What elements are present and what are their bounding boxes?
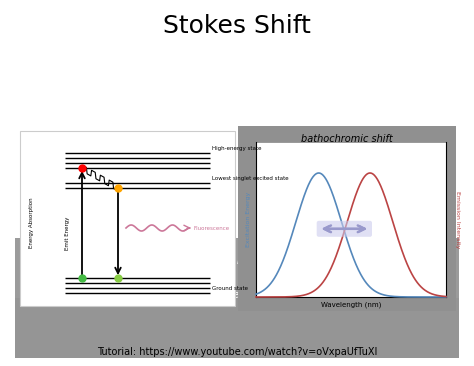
Text: High-energy state: High-energy state <box>212 146 262 151</box>
Bar <box>15 238 459 358</box>
Text: Fluorescence: Fluorescence <box>194 225 230 231</box>
Text: Stokes Shift: Stokes Shift <box>163 14 311 38</box>
Text: $\lambda_{em}$ $>$ $\lambda_{ex}$: $\lambda_{em}$ $>$ $\lambda_{ex}$ <box>315 286 388 303</box>
Text: Ground state: Ground state <box>212 286 248 291</box>
Text: Excitation Energy: Excitation Energy <box>246 192 251 247</box>
Text: $E_{em}$ $<$ $E_{ex}$: $E_{em}$ $<$ $E_{ex}$ <box>32 286 105 302</box>
Bar <box>238 126 456 311</box>
FancyBboxPatch shape <box>317 221 372 237</box>
Text: Lowest singlet excited state: Lowest singlet excited state <box>212 176 289 181</box>
Bar <box>15 238 459 298</box>
Text: Emit Energy: Emit Energy <box>65 216 71 250</box>
Text: Stokes shift =: Stokes shift = <box>32 250 130 263</box>
Text: bathochromic shift: bathochromic shift <box>301 134 393 144</box>
Text: Tutorial: https://www.youtube.com/watch?v=oVxpaUfTuXI: Tutorial: https://www.youtube.com/watch?… <box>97 347 377 357</box>
Text: Wavelength (nm): Wavelength (nm) <box>321 301 381 307</box>
Text: $\lambda_{max}$(em) $-$ $\lambda_{max}$(ex): $\lambda_{max}$(em) $-$ $\lambda_{max}$(… <box>145 250 287 268</box>
Text: Energy Absorption: Energy Absorption <box>29 198 35 248</box>
Bar <box>20 131 235 306</box>
Text: Emission Intensity: Emission Intensity <box>456 191 461 248</box>
Text: $\nu_{em}$ $<$ $\nu_{ex}$: $\nu_{em}$ $<$ $\nu_{ex}$ <box>175 286 246 301</box>
Bar <box>256 142 446 297</box>
